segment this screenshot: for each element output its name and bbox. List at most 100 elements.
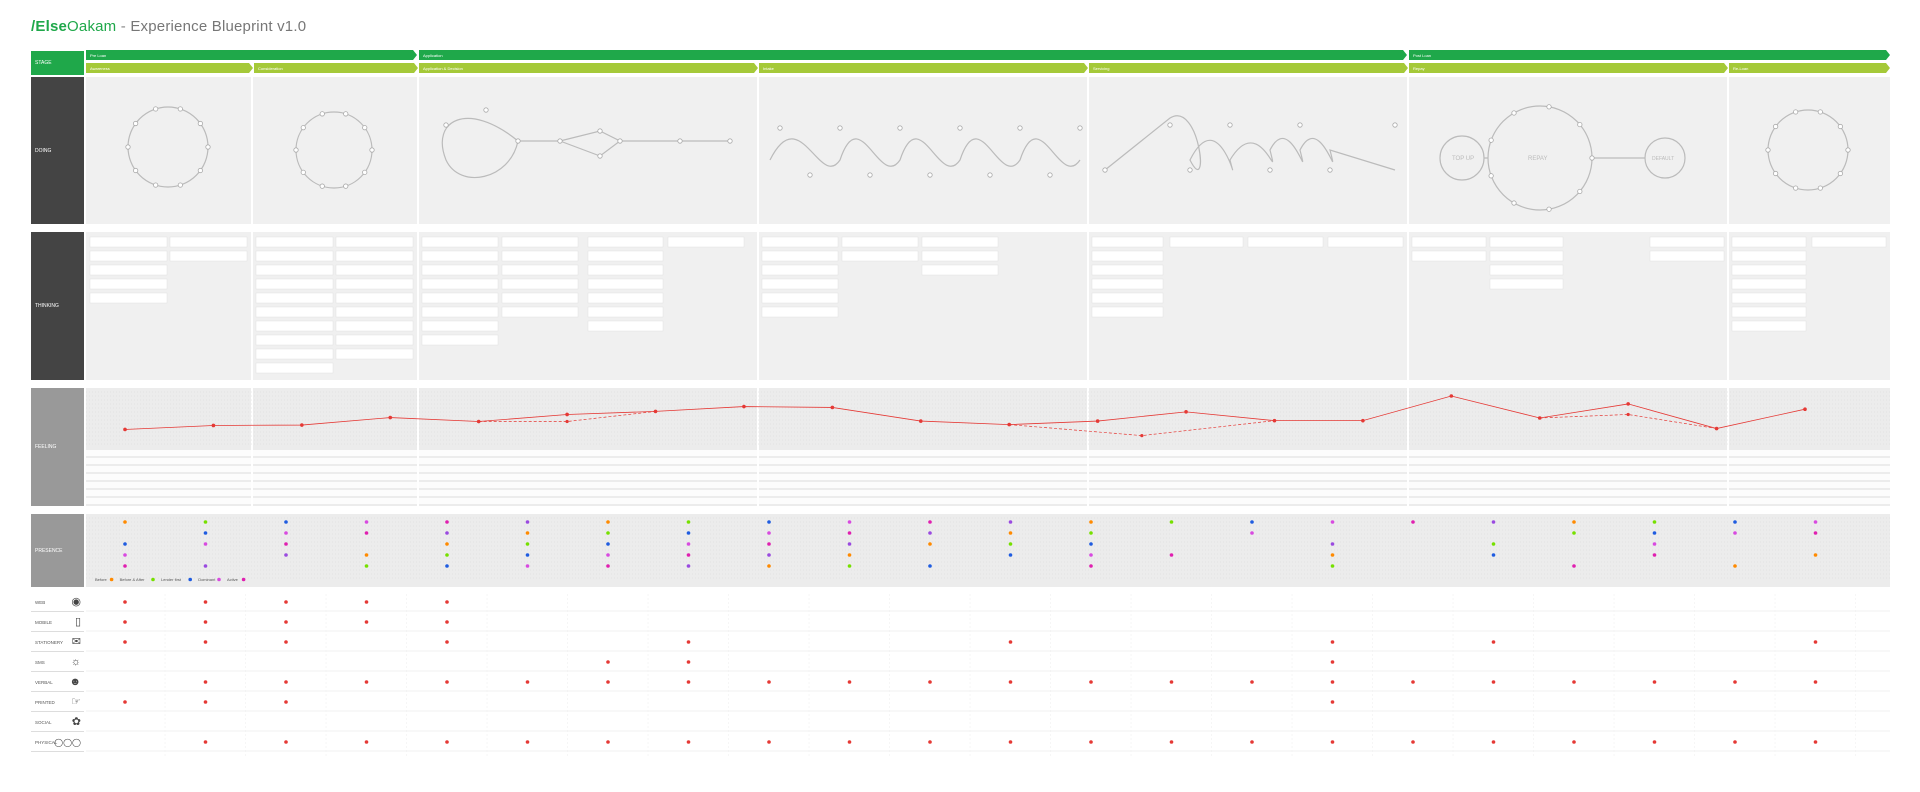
- intake-node: [927, 172, 933, 178]
- stage-row-label: STAGE: [31, 51, 84, 75]
- channel-dot: [847, 740, 852, 744]
- presence-legend-swatch: [217, 577, 221, 582]
- channel-dot: [1491, 640, 1496, 644]
- presence-dot: [606, 553, 610, 557]
- presence-dot: [1089, 520, 1093, 524]
- channel-dot: [364, 680, 369, 684]
- thinking-card: [921, 250, 999, 262]
- reloan-node: [1793, 109, 1799, 115]
- presence-dot: [606, 542, 610, 546]
- substage-awareness-bar: [86, 63, 253, 73]
- phase-post-loan-bar: [1409, 50, 1890, 60]
- presence-dot: [767, 542, 771, 546]
- channel-printed: PRINTED ☞: [31, 694, 84, 712]
- presence-dot: [364, 531, 369, 535]
- presence-dot: [1330, 520, 1335, 524]
- presence-dot: [1330, 553, 1335, 557]
- presence-dot: [1813, 553, 1818, 557]
- presence-dot: [1330, 542, 1335, 546]
- channel-dot: [364, 740, 369, 744]
- presence-dot: [1089, 553, 1093, 557]
- feeling-row-label: FEELING: [31, 388, 84, 506]
- channel-sms-label: SMS: [35, 660, 45, 665]
- presence-dot: [928, 520, 932, 524]
- repay-label: REPAY: [1528, 156, 1547, 162]
- consideration-node: [362, 125, 368, 131]
- channel-dot: [445, 740, 449, 744]
- default-label: DEFAULT: [1652, 156, 1674, 162]
- channel-dot: [1250, 680, 1254, 684]
- thinking-card: [255, 250, 334, 262]
- presence-dot: [445, 553, 449, 557]
- substage-application-bar: [419, 63, 758, 73]
- presence-dot: [1813, 520, 1818, 524]
- channel-dot: [1330, 740, 1335, 744]
- presence-dot: [1491, 542, 1496, 546]
- feeling-point: [565, 412, 569, 417]
- channel-dot: [1411, 680, 1415, 684]
- servicing-node: [1167, 122, 1173, 128]
- thinking-card: [761, 264, 839, 276]
- intake-node: [837, 125, 843, 131]
- channel-dot: [1411, 740, 1415, 744]
- thinking-card: [335, 278, 414, 290]
- application-node: [557, 138, 563, 144]
- intake-node: [777, 125, 783, 131]
- channel-web-label: WEB: [35, 600, 46, 605]
- feeling-point: [1184, 410, 1188, 414]
- application-node: [515, 138, 521, 144]
- presence-dot: [1089, 531, 1093, 535]
- feeling-point: [1803, 407, 1807, 412]
- thinking-card: [335, 292, 414, 304]
- thinking-card: [421, 292, 499, 304]
- servicing-wave: [1104, 115, 1396, 171]
- repay-node: [1488, 137, 1494, 143]
- presence-dot: [123, 553, 127, 557]
- presence-legend-label: Dominant: [198, 577, 216, 582]
- application-node: [617, 138, 623, 144]
- intake-node: [867, 172, 873, 178]
- presence-dot: [767, 531, 771, 535]
- channel-printed-label: PRINTED: [35, 700, 55, 705]
- reloan-cycle: [1767, 109, 1849, 191]
- thinking-card: [587, 278, 664, 290]
- channel-dot: [284, 700, 288, 704]
- channel-physical: PHYSICAL ◯◯◯: [31, 734, 84, 752]
- channel-dot: [928, 740, 932, 744]
- thinking-row-label: THINKING: [31, 232, 84, 380]
- thinking-card: [421, 250, 499, 262]
- servicing-node: [1227, 122, 1233, 128]
- thinking-card: [1091, 306, 1164, 318]
- repay-node: [1546, 206, 1552, 212]
- presence-dot: [847, 553, 852, 557]
- presence-dot: [686, 520, 691, 524]
- application-node: [443, 122, 449, 128]
- presence-dot: [364, 553, 369, 557]
- presence-legend-label: Before & After: [120, 577, 146, 582]
- presence-dot: [1330, 564, 1335, 568]
- doing-band: [86, 77, 1890, 224]
- channel-dot: [606, 660, 610, 664]
- feeling-dashed-line: [478, 411, 656, 422]
- phase-application-bar: [419, 50, 1407, 60]
- feeling-dip-point: [565, 419, 569, 424]
- repay-node: [1511, 200, 1517, 206]
- intake-node: [1047, 172, 1053, 178]
- channel-dot: [1813, 640, 1818, 644]
- thinking-card: [761, 306, 839, 318]
- presence-dot: [1089, 542, 1093, 546]
- presence-legend-swatch: [151, 577, 155, 582]
- phase-application-label: Application: [423, 53, 443, 58]
- presence-dot: [1572, 531, 1576, 535]
- thinking-card: [89, 250, 168, 262]
- servicing-node: [1297, 122, 1303, 128]
- consideration-node: [300, 169, 306, 175]
- channel-dot: [1008, 640, 1013, 644]
- substage-reloan-bar: [1729, 63, 1890, 73]
- intake-node: [1077, 125, 1083, 131]
- channel-dot: [123, 640, 127, 644]
- presence-dot: [364, 520, 369, 524]
- channel-dot: [284, 640, 288, 644]
- thinking-card: [1489, 278, 1564, 290]
